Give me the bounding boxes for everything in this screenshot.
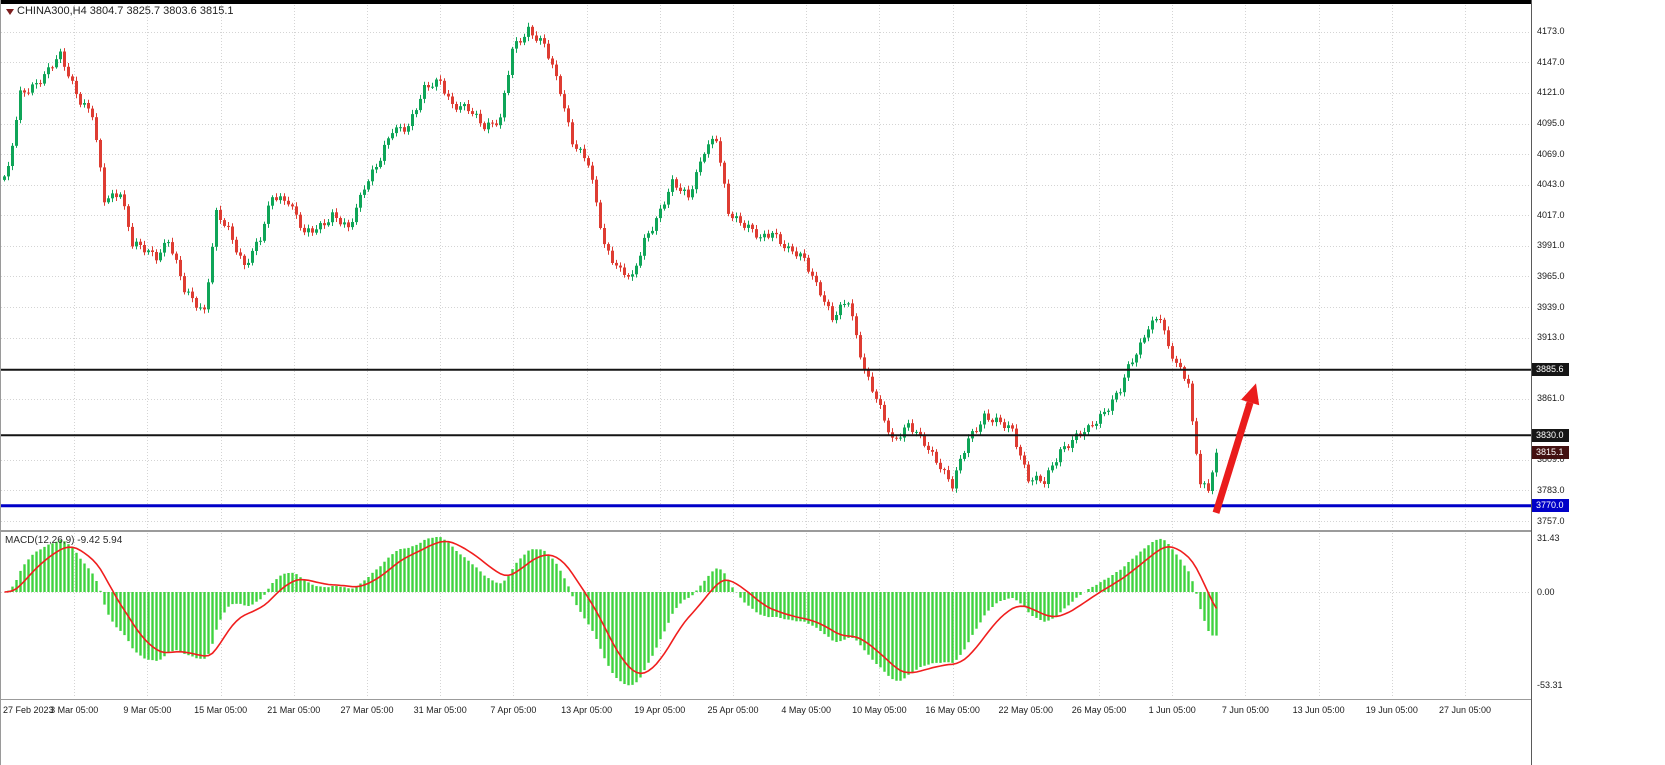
- price-scale-label: 3757.0: [1537, 515, 1565, 526]
- time-axis-label: 7 Jun 05:00: [1221, 705, 1269, 715]
- macd-scale-label: 0.00: [1537, 586, 1555, 597]
- price-scale-label: 3991.0: [1537, 240, 1565, 251]
- price-scale-label: 4095.0: [1537, 118, 1565, 128]
- time-axis-label: 9 Mar 05:00: [123, 705, 172, 715]
- price-scale-label: 3965.0: [1537, 270, 1565, 281]
- panel-separator[interactable]: [1, 530, 1665, 532]
- macd-scale-label: 31.43: [1537, 533, 1560, 543]
- panel-separator-bottom: [1, 699, 1665, 700]
- macd-panel-graphics: [4, 537, 1218, 686]
- time-axis-label: 10 May 05:00: [852, 705, 907, 715]
- price-scale-label: 4121.0: [1537, 87, 1565, 98]
- time-axis-label: 27 Mar 05:00: [340, 705, 394, 715]
- horizontal-price-lines: [1, 368, 1531, 508]
- time-axis-label: 31 Mar 05:00: [413, 705, 467, 715]
- time-axis-label: 4 May 05:00: [781, 705, 831, 715]
- current-price-tag: 3815.1: [1532, 446, 1569, 460]
- time-axis[interactable]: 27 Feb 2023 3 Mar 05:00 9 Mar 05:00 15 Mar …: [1, 700, 1531, 765]
- price-scale-label: 4043.0: [1537, 179, 1565, 190]
- time-axis-label: 26 May 05:00: [1071, 705, 1127, 715]
- time-axis-label: 13 Jun 05:00: [1292, 705, 1345, 715]
- price-scale-label: 3861.0: [1537, 393, 1565, 404]
- support-level-tag: 3830.0: [1532, 428, 1569, 442]
- time-axis-label: 7 Apr 05:00: [490, 705, 537, 715]
- price-axis[interactable]: 4173.0 4147.0 4121.0 4095.0 4069.0 4043.0 4017…: [1531, 0, 1665, 765]
- price-scale-label: 3913.0: [1537, 332, 1565, 342]
- time-axis-label: 1 Jun 05:00: [1148, 705, 1196, 715]
- blue-support-line-tag: 3770.0: [1532, 499, 1569, 513]
- time-axis-label: 27 Jun 05:00: [1438, 705, 1492, 715]
- time-axis-label: 25 Apr 05:00: [707, 705, 759, 715]
- trend-arrow-annotation: [1212, 383, 1260, 514]
- price-scale-label: 4173.0: [1537, 26, 1565, 37]
- time-axis-label: 21 Mar 05:00: [267, 705, 321, 715]
- time-axis-label: 13 Apr 05:00: [561, 705, 613, 715]
- resistance-level-tag: 3885.6: [1532, 363, 1569, 377]
- symbol-dropdown-icon[interactable]: [6, 9, 14, 15]
- macd-indicator-label: MACD(12,26,9) -9.42 5.94: [5, 535, 123, 546]
- price-scale-label: 4017.0: [1537, 209, 1565, 220]
- price-scale-label: 3939.0: [1537, 301, 1565, 312]
- price-scale-label: 4147.0: [1537, 56, 1565, 67]
- time-axis-label: 16 May 05:00: [925, 705, 980, 715]
- price-scale-label: 3783.0: [1537, 484, 1565, 495]
- time-axis-label: 22 May 05:00: [998, 705, 1054, 715]
- price-scale-label: 3809.0: [1537, 454, 1565, 465]
- window-top-border: [1, 0, 1665, 4]
- price-scale-label: 4069.0: [1537, 148, 1565, 159]
- candlesticks: [3, 22, 1218, 495]
- time-axis-label: 27 Feb 2023: [3, 705, 54, 715]
- time-axis-label: 19 Apr 05:00: [634, 705, 686, 715]
- time-axis-label: 3 Mar 05:00: [50, 705, 99, 715]
- ohlc-readout: CHINA300,H4 3804.7 3825.7 3803.6 3815.1: [17, 5, 234, 17]
- grid-lines: [1, 5, 1531, 698]
- macd-scale-label: -53.31: [1537, 679, 1563, 690]
- time-axis-label: 15 Mar 05:00: [194, 705, 248, 715]
- time-axis-label: 19 Jun 05:00: [1365, 705, 1418, 715]
